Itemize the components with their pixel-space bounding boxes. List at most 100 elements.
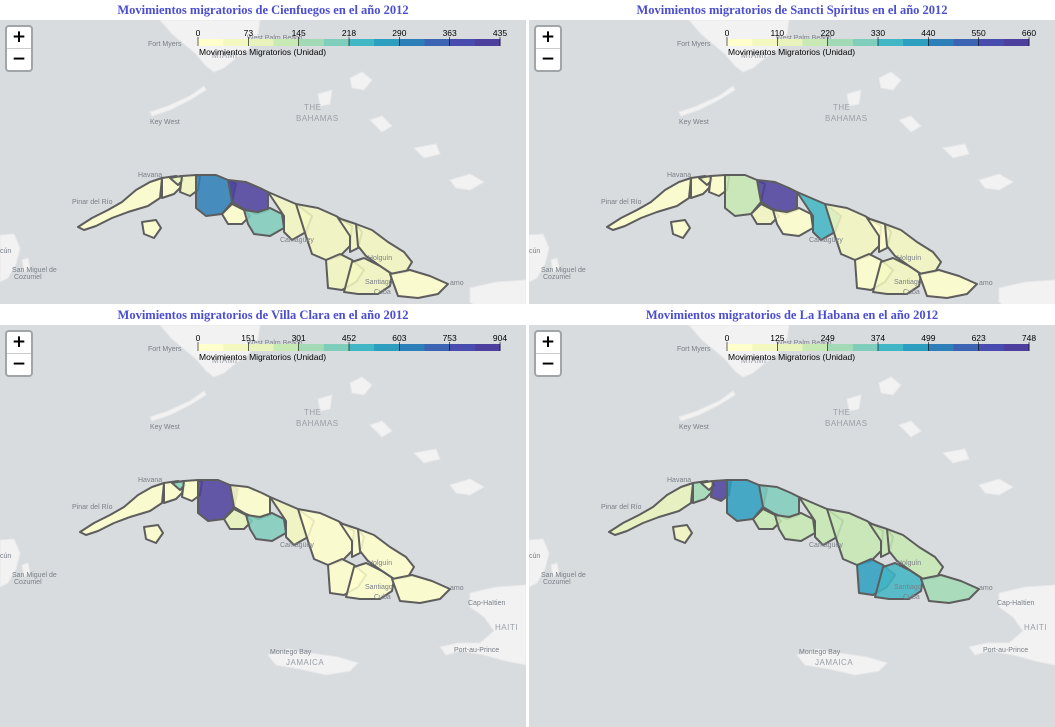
legend-tick-label: 330 <box>871 28 885 38</box>
legend-tick-label: 0 <box>196 333 201 343</box>
legend-swatch <box>474 39 501 46</box>
legend-tick-label: 550 <box>972 28 986 38</box>
legend-swatch <box>903 344 929 351</box>
province-isla-de-la-juventud[interactable]: Isla de la Juventud <box>672 524 693 544</box>
cuba-provinces: Pinar del RíoArtemisaLa HabanaMayabequeM… <box>77 174 449 299</box>
place-label: Pinar del Río <box>72 199 113 206</box>
zoom-in-button[interactable]: + <box>7 27 31 49</box>
bahamas-island <box>978 173 1015 191</box>
place-label: Cuba <box>374 289 391 296</box>
place-label: Camagüey <box>809 237 843 244</box>
place-label: amo <box>450 280 464 287</box>
legend-tick-label: 301 <box>292 333 306 343</box>
legend-tick-label: 290 <box>392 28 406 38</box>
map-canvas[interactable]: Pinar del RíoArtemisaLa HabanaMayabequeM… <box>529 325 1055 727</box>
place-label: Cozumel <box>14 579 42 586</box>
province-guant-namo[interactable]: Guantánamo <box>918 269 978 299</box>
yucatan-land <box>529 233 550 283</box>
province-camag-ey[interactable]: Camagüey <box>824 203 882 261</box>
legend-caption: Movimientos Migratorios (Unidad) <box>728 47 855 57</box>
bahamas-island <box>898 420 922 438</box>
province-camag-ey[interactable]: Camagüey <box>297 508 355 566</box>
legend-tick-label: 249 <box>821 333 835 343</box>
legend-swatch <box>248 344 274 351</box>
zoom-in-button[interactable]: + <box>536 27 560 49</box>
legend-swatch <box>474 344 501 351</box>
legend-swatch <box>1003 344 1030 351</box>
place-label: MIAMI <box>212 51 238 60</box>
place-label: San Miguel de <box>12 267 57 274</box>
legend-tick-label: 0 <box>196 28 201 38</box>
map-canvas[interactable]: Pinar del RíoArtemisaLa HabanaMayabequeM… <box>0 325 526 727</box>
zoom-out-button[interactable]: − <box>11 354 27 374</box>
place-label: Cozumel <box>543 274 571 281</box>
legend-swatch <box>198 344 224 351</box>
province-santiago-de-cuba[interactable]: Santiago de Cuba <box>872 257 922 295</box>
zoom-out-button[interactable]: − <box>540 354 556 374</box>
place-label: Fort Myers <box>148 41 182 48</box>
place-label: cún <box>529 248 540 255</box>
hispaniola-land <box>998 279 1055 304</box>
zoom-out-button[interactable]: − <box>540 49 556 69</box>
bahamas-island <box>412 143 441 159</box>
place-label: amo <box>979 585 993 592</box>
legend-swatch <box>953 344 980 351</box>
place-label: BAHAMAS <box>296 419 339 428</box>
legend-swatch <box>399 344 425 351</box>
yucatan-land <box>0 233 21 283</box>
place-label: THE <box>304 408 322 417</box>
legend-swatch <box>374 344 400 351</box>
province-sancti-sp-ritus[interactable]: Sancti Spíritus <box>243 207 285 237</box>
province-camag-ey[interactable]: Camagüey <box>826 508 884 566</box>
legend-swatch <box>777 39 803 46</box>
province-camag-ey[interactable]: Camagüey <box>295 203 353 261</box>
legend-tick-label: 753 <box>443 333 457 343</box>
province-guant-namo[interactable]: Guantánamo <box>920 574 980 604</box>
legend-swatch <box>802 344 829 351</box>
province-santiago-de-cuba[interactable]: Santiago de Cuba <box>345 562 395 600</box>
place-label: amo <box>979 280 993 287</box>
province-isla-de-la-juventud[interactable]: Isla de la Juventud <box>143 524 164 544</box>
place-label: JAMAICA <box>286 658 324 667</box>
province-sancti-sp-ritus[interactable]: Sancti Spíritus <box>774 512 816 542</box>
map-canvas[interactable]: Pinar del RíoArtemisaLa HabanaMayabequeM… <box>0 20 526 304</box>
map-title: Movimientos migratorios de La Habana en … <box>529 305 1055 325</box>
province-sancti-sp-ritus[interactable]: Sancti Spíritus <box>772 207 814 237</box>
place-label: Santiago <box>365 279 393 286</box>
legend-tick-label: 363 <box>443 28 457 38</box>
province-sancti-sp-ritus[interactable]: Sancti Spíritus <box>245 512 287 542</box>
legend-swatch <box>852 344 879 351</box>
legend-swatch <box>349 39 375 46</box>
zoom-in-button[interactable]: + <box>7 332 31 354</box>
map-svg: Pinar del RíoArtemisaLa HabanaMayabequeM… <box>0 325 526 676</box>
zoom-out-button[interactable]: − <box>11 49 27 69</box>
place-label: cún <box>0 553 11 560</box>
province-isla-de-la-juventud[interactable]: Isla de la Juventud <box>141 219 162 239</box>
place-label: HAITI <box>495 623 518 632</box>
province-santiago-de-cuba[interactable]: Santiago de Cuba <box>874 562 924 600</box>
place-label: Holguín <box>368 560 392 567</box>
province-santiago-de-cuba[interactable]: Santiago de Cuba <box>343 257 393 295</box>
map-panel: Movimientos migratorios de Cienfuegos en… <box>0 0 526 304</box>
map-canvas[interactable]: Pinar del RíoArtemisaLa HabanaMayabequeM… <box>529 20 1055 304</box>
legend-tick-label: 904 <box>493 333 507 343</box>
legend-tick-label: 110 <box>771 28 785 38</box>
place-label: JAMAICA <box>815 658 853 667</box>
legend-tick-label: 748 <box>1022 333 1036 343</box>
place-label: Santiago <box>894 279 922 286</box>
place-label: THE <box>833 408 851 417</box>
province-guant-namo[interactable]: Guantánamo <box>389 269 449 299</box>
place-label: Santiago <box>894 584 922 591</box>
legend-tick-label: 435 <box>493 28 507 38</box>
zoom-in-button[interactable]: + <box>536 332 560 354</box>
province-guant-namo[interactable]: Guantánamo <box>391 574 451 604</box>
place-label: San Miguel de <box>12 572 57 579</box>
legend-swatch <box>878 39 904 46</box>
legend-tick-label: 452 <box>342 333 356 343</box>
bahamas-island <box>369 420 393 438</box>
legend-tick-label: 125 <box>770 333 784 343</box>
place-label: BAHAMAS <box>825 114 868 123</box>
legend-tick-label: 623 <box>972 333 986 343</box>
legend-swatch <box>827 344 854 351</box>
province-isla-de-la-juventud[interactable]: Isla de la Juventud <box>670 219 691 239</box>
